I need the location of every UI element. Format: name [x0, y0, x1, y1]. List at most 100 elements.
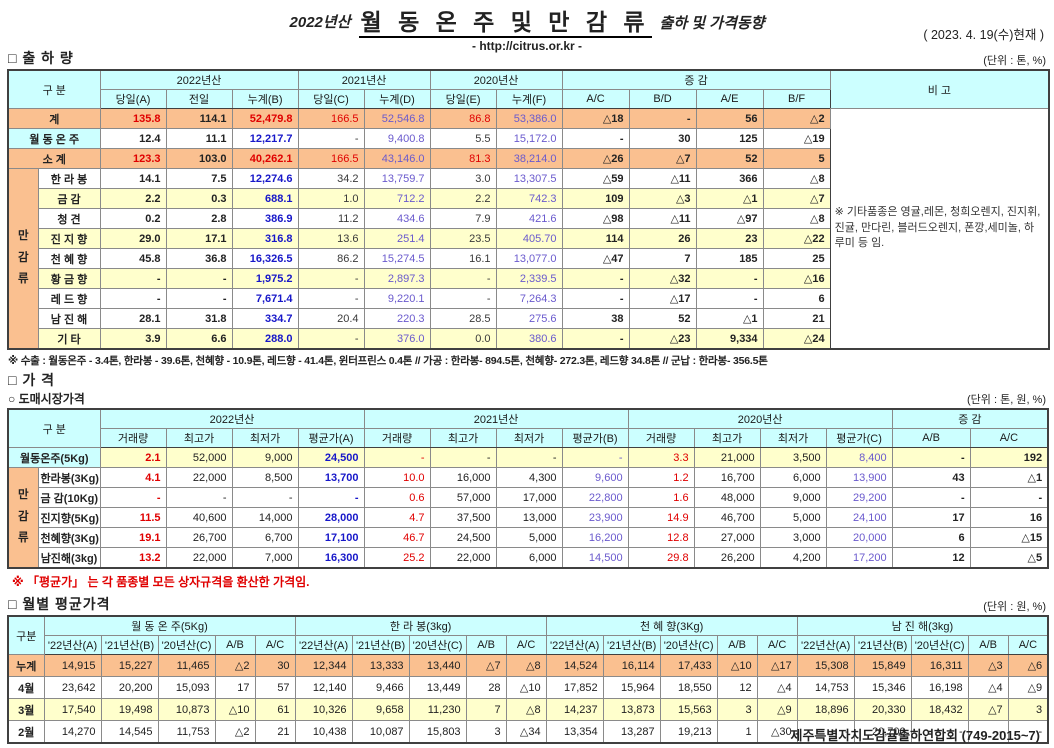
price-cell: 14,000: [231, 507, 299, 528]
monthly-cell: 10,087: [351, 720, 410, 744]
shipment-cell: 52,546.8: [363, 108, 431, 129]
price-cell: -: [231, 487, 299, 508]
price-cell: 43: [891, 467, 971, 488]
price-cell: 9,000: [231, 447, 299, 468]
monthly-cell: △10: [505, 676, 547, 699]
shipment-cell: 7.9: [429, 208, 497, 229]
monthly-cell: 13,354: [545, 720, 604, 744]
price-cell: 17: [891, 507, 971, 528]
monthly-row: 누계 14,915 15,227 11,465 △2 30 12,344 13,333 13,4…: [7, 654, 1049, 677]
shipment-footnote: ※ 수출 : 월동온주 - 3.4톤, 한라봉 - 39.6톤, 천혜향 - 1…: [8, 355, 768, 367]
col-header: A/B: [891, 428, 971, 448]
monthly-cell: △7: [967, 698, 1009, 721]
shipment-cell: 15,172.0: [495, 128, 563, 149]
monthly-cell: 11,465: [157, 654, 216, 677]
shipment-cell: 380.6: [495, 328, 563, 350]
shipment-cell: 1.0: [297, 188, 365, 209]
price-cell: 10.0: [363, 467, 431, 488]
monthly-group-header: 월 동 온 주(5Kg): [43, 615, 296, 636]
shipment-cell: 16.1: [429, 248, 497, 269]
col-header: 평균가(A): [297, 428, 365, 448]
shipment-cell: 9,400.8: [363, 128, 431, 149]
monthly-cell: 17,433: [659, 654, 718, 677]
shipment-cell: △8: [762, 208, 831, 229]
price-cell: 13,700: [297, 467, 365, 488]
shipment-cell: 13,307.5: [495, 168, 563, 189]
row-label: 진지향(5Kg): [37, 507, 101, 528]
monthly-corner-header: 구분: [7, 615, 45, 655]
col-header: 누계(D): [363, 89, 431, 109]
monthly-cell: 15,849: [853, 654, 912, 677]
monthly-cell: △8: [505, 654, 547, 677]
shipment-cell: 6: [762, 288, 831, 309]
monthly-cell: 15,803: [408, 720, 467, 744]
monthly-cell: -: [910, 720, 969, 744]
shipment-cell: 251.4: [363, 228, 431, 249]
price-cell: 4.1: [99, 467, 167, 488]
shipment-cell: △17: [628, 288, 697, 309]
monthly-cell: 15,308: [796, 654, 855, 677]
price-section-header: □ 가 격: [0, 370, 1054, 390]
shipment-cell: 36.8: [165, 248, 233, 269]
monthly-cell: 14,545: [100, 720, 159, 744]
monthly-unit-label: (단위 : 원, %): [983, 601, 1046, 613]
price-cell: 27,000: [693, 527, 761, 548]
monthly-cell: 14,524: [545, 654, 604, 677]
price-cell: -: [165, 487, 233, 508]
shipment-cell: 2.8: [165, 208, 233, 229]
monthly-cell: 21: [254, 720, 296, 744]
price-cell: 16,200: [561, 527, 629, 548]
shipment-cell: 6.6: [165, 328, 233, 350]
shipment-row: 진 지 향 29.0 17.1 316.8 13.6 251.4 23.5 405.70 114…: [8, 228, 1049, 249]
shipment-row: 기 타 3.9 6.6 288.0-376.0 0.0 380.6- △23 9,334 △24: [8, 328, 1049, 350]
wholesale-sub-title: ○ 도매시장가격: [8, 392, 85, 406]
price-cell: 17,200: [825, 547, 893, 569]
price-cell: 1.2: [627, 467, 695, 488]
col-header: A/B: [716, 635, 758, 655]
price-cell: 2.1: [99, 447, 167, 468]
monthly-cell: 11,230: [408, 698, 467, 721]
price-cell: 3,500: [759, 447, 827, 468]
monthly-cell: 28: [465, 676, 507, 699]
price-year-2021-header: 2021년산: [363, 408, 629, 429]
shipment-cell: 386.9: [231, 208, 299, 229]
monthly-cell: 20,200: [100, 676, 159, 699]
price-cell: -: [363, 447, 431, 468]
price-cell: 6: [891, 527, 971, 548]
price-cell: -: [495, 447, 563, 468]
shipment-cell: 742.3: [495, 188, 563, 209]
shipment-cell: 12,274.6: [231, 168, 299, 189]
price-cell: 6,700: [231, 527, 299, 548]
monthly-cell: -: [1007, 720, 1049, 744]
price-cell: 26,700: [165, 527, 233, 548]
col-header: '21년산(B): [351, 635, 410, 655]
shipment-cell: -: [628, 108, 697, 129]
shipment-cell: △18: [561, 108, 630, 129]
monthly-row: 4월 23,642 20,200 15,093 17 57 12,140 9,466 13,44…: [7, 676, 1049, 699]
shipment-cell: 2,897.3: [363, 268, 431, 289]
col-header: '22년산(A): [43, 635, 102, 655]
shipment-cell: 135.8: [99, 108, 167, 129]
col-header: 거래량: [363, 428, 431, 448]
row-label: 2월: [7, 720, 45, 744]
monthly-row: 3월 17,540 19,498 10,873 △10 61 10,326 9,658 11,2…: [7, 698, 1049, 721]
row-label: 금 감: [37, 188, 101, 209]
shipment-cell: 0.3: [165, 188, 233, 209]
row-label: 한 라 봉: [37, 168, 101, 189]
monthly-average-price-table: 구분 월 동 온 주(5Kg) 한 라 봉(3kg) 천 혜 향(3Kg) 남 진 해…: [7, 615, 1050, 744]
shipment-cell: 7: [628, 248, 697, 269]
monthly-cell: -: [967, 720, 1009, 744]
shipment-cell: 1,975.2: [231, 268, 299, 289]
shipment-cell: 30: [628, 128, 697, 149]
shipment-unit-label: (단위 : 톤, %): [983, 55, 1046, 67]
shipment-cell: △8: [762, 168, 831, 189]
monthly-cell: 19,213: [659, 720, 718, 744]
col-header: A/C: [254, 635, 296, 655]
price-year-2022-header: 2022년산: [99, 408, 365, 429]
col-header: 거래량: [627, 428, 695, 448]
site-url-link[interactable]: - http://citrus.or.kr -: [471, 39, 582, 53]
monthly-cell: △10: [716, 654, 758, 677]
shipment-cell: 20.4: [297, 308, 365, 329]
col-header: A/C: [756, 635, 798, 655]
price-cell: 9,000: [759, 487, 827, 508]
